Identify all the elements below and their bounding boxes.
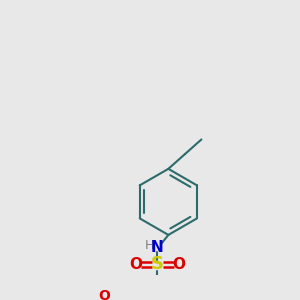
Text: O: O [172,257,185,272]
Text: O: O [130,257,143,272]
Text: S: S [151,255,164,273]
Text: O: O [98,290,110,300]
Text: H: H [144,239,154,252]
Text: N: N [151,240,164,255]
